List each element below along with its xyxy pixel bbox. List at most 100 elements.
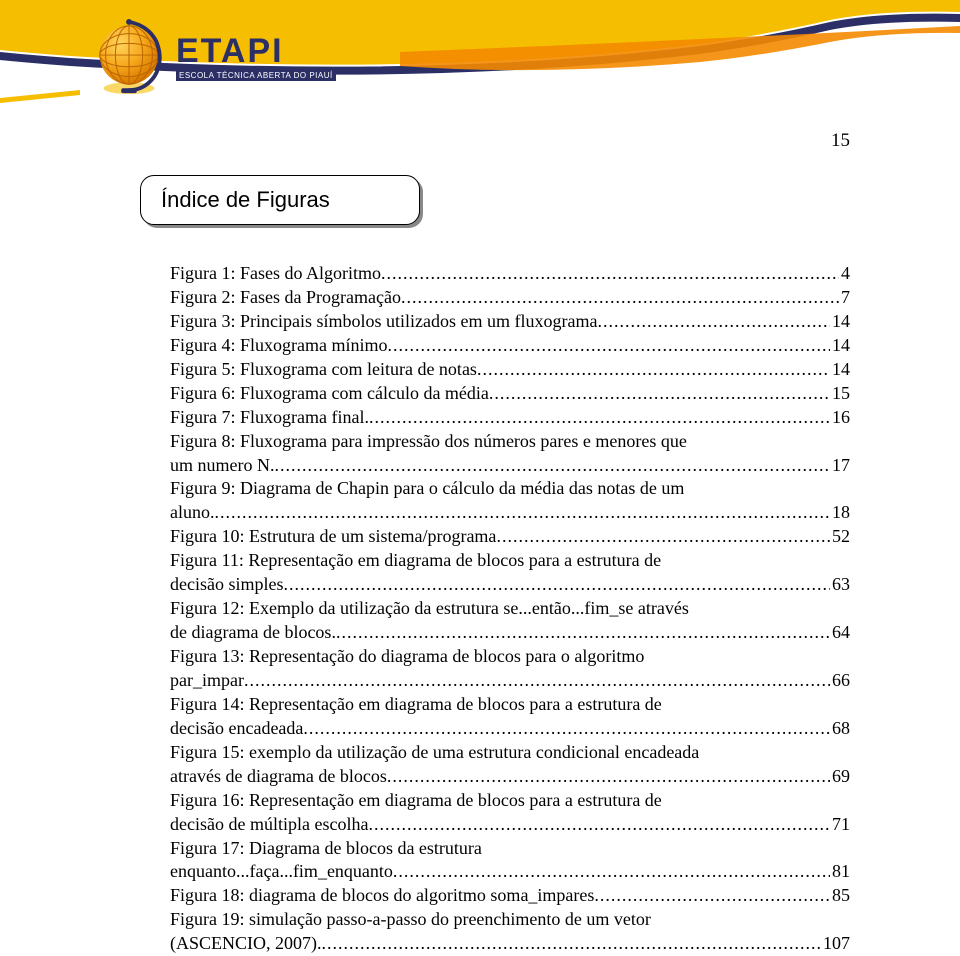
toc-leader [283,573,830,597]
toc-entry-cont: (ASCENCIO, 2007). 107 [170,932,850,956]
toc-entry-cont: enquanto...faça...fim_enquanto 81 [170,860,850,884]
toc-label-cont: enquanto...faça...fim_enquanto [170,860,393,884]
toc-label-cont: de diagrama de blocos. [170,621,336,645]
toc-leader [496,525,830,549]
toc-label: Figura 19: simulação passo-a-passo do pr… [170,909,651,929]
toc-label: Figura 5: Fluxograma com leitura de nota… [170,358,477,382]
toc-label: Figura 15: exemplo da utilização de uma … [170,742,699,762]
toc-leader [322,932,822,956]
toc-entry: Figura 4: Fluxograma mínimo 14 [170,334,850,358]
toc-entry: Figura 10: Estrutura de um sistema/progr… [170,525,850,549]
toc-page: 66 [830,669,850,693]
toc-entry-cont: aluno. 18 [170,501,850,525]
toc-page: 18 [830,501,850,525]
toc-page: 14 [830,358,850,382]
toc-leader [597,310,830,334]
toc-leader [594,884,830,908]
toc-page: 107 [821,932,850,956]
toc-leader [336,621,830,645]
toc-label: Figura 13: Representação do diagrama de … [170,646,644,666]
toc-label: Figura 1: Fases do Algoritmo [170,262,381,286]
toc-entry: Figura 17: Diagrama de blocos da estrutu… [170,837,850,861]
toc-entry: Figura 5: Fluxograma com leitura de nota… [170,358,850,382]
logo: ETAPI ESCOLA TÉCNICA ABERTA DO PIAUÍ [90,18,336,96]
toc-label-cont: um numero N. [170,454,274,478]
toc-page: 63 [830,573,850,597]
toc-leader [303,717,830,741]
toc-page: 64 [830,621,850,645]
toc-label: Figura 14: Representação em diagrama de … [170,694,662,714]
toc-leader [274,454,830,478]
toc-leader [387,765,830,789]
toc-page: 52 [830,525,850,549]
toc-entry-cont: de diagrama de blocos. 64 [170,621,850,645]
toc-leader [477,358,830,382]
toc-label: Figura 4: Fluxograma mínimo [170,334,388,358]
toc-page: 85 [830,884,850,908]
toc-label-cont: par_impar [170,669,244,693]
toc-entry: Figura 8: Fluxograma para impressão dos … [170,430,850,454]
toc-label: Figura 9: Diagrama de Chapin para o cálc… [170,478,684,498]
toc-label: Figura 12: Exemplo da utilização da estr… [170,598,689,618]
toc-page: 4 [839,262,850,286]
toc-leader [401,286,839,310]
toc-entry: Figura 16: Representação em diagrama de … [170,789,850,813]
toc-entry: Figura 14: Representação em diagrama de … [170,693,850,717]
toc-page: 81 [830,860,850,884]
toc-leader [393,860,830,884]
toc-entry-cont: através de diagrama de blocos 69 [170,765,850,789]
toc-entry-cont: decisão encadeada 68 [170,717,850,741]
toc-label-cont: decisão de múltipla escolha [170,813,368,837]
toc-entry-cont: par_impar 66 [170,669,850,693]
toc-label: Figura 2: Fases da Programação [170,286,401,310]
toc-entry: Figura 12: Exemplo da utilização da estr… [170,597,850,621]
toc-label: Figura 10: Estrutura de um sistema/progr… [170,525,496,549]
toc-label: Figura 7: Fluxograma final. [170,406,369,430]
page-number: 15 [831,130,850,152]
toc-entry: Figura 11: Representação em diagrama de … [170,549,850,573]
toc-page: 68 [830,717,850,741]
toc-page: 16 [830,406,850,430]
toc-label-cont: decisão encadeada [170,717,303,741]
toc-entry: Figura 3: Principais símbolos utilizados… [170,310,850,334]
table-of-figures: Figura 1: Fases do Algoritmo4Figura 2: F… [170,262,850,956]
toc-page: 15 [830,382,850,406]
toc-leader [381,262,839,286]
heading-box: Índice de Figuras [140,175,420,225]
toc-leader [244,669,830,693]
toc-leader [369,406,830,430]
toc-label: Figura 17: Diagrama de blocos da estrutu… [170,838,482,858]
toc-page: 14 [830,334,850,358]
toc-page: 7 [839,286,850,310]
toc-label-cont: (ASCENCIO, 2007). [170,932,322,956]
toc-entry: Figura 1: Fases do Algoritmo 4 [170,262,850,286]
toc-leader [489,382,830,406]
toc-label: Figura 18: diagrama de blocos do algorit… [170,884,594,908]
toc-entry-cont: decisão simples63 [170,573,850,597]
toc-entry: Figura 9: Diagrama de Chapin para o cálc… [170,477,850,501]
heading-text: Índice de Figuras [161,187,330,213]
toc-page: 71 [830,813,850,837]
toc-page: 14 [830,310,850,334]
toc-page: 69 [830,765,850,789]
logo-sub-text: ESCOLA TÉCNICA ABERTA DO PIAUÍ [176,70,336,81]
toc-label: Figura 6: Fluxograma com cálculo da médi… [170,382,489,406]
toc-entry: Figura 13: Representação do diagrama de … [170,645,850,669]
logo-main-text: ETAPI [176,34,336,68]
toc-label-cont: aluno. [170,501,215,525]
toc-label: Figura 3: Principais símbolos utilizados… [170,310,597,334]
toc-leader [368,813,830,837]
toc-leader [215,501,831,525]
toc-label: Figura 11: Representação em diagrama de … [170,550,661,570]
toc-leader [388,334,831,358]
toc-label-cont: através de diagrama de blocos [170,765,387,789]
toc-entry-cont: decisão de múltipla escolha 71 [170,813,850,837]
toc-entry: Figura 18: diagrama de blocos do algorit… [170,884,850,908]
toc-entry-cont: um numero N. 17 [170,454,850,478]
toc-entry: Figura 15: exemplo da utilização de uma … [170,741,850,765]
toc-label: Figura 16: Representação em diagrama de … [170,790,662,810]
toc-entry: Figura 2: Fases da Programação 7 [170,286,850,310]
toc-page: 17 [830,454,850,478]
toc-entry: Figura 19: simulação passo-a-passo do pr… [170,908,850,932]
toc-label: Figura 8: Fluxograma para impressão dos … [170,431,687,451]
